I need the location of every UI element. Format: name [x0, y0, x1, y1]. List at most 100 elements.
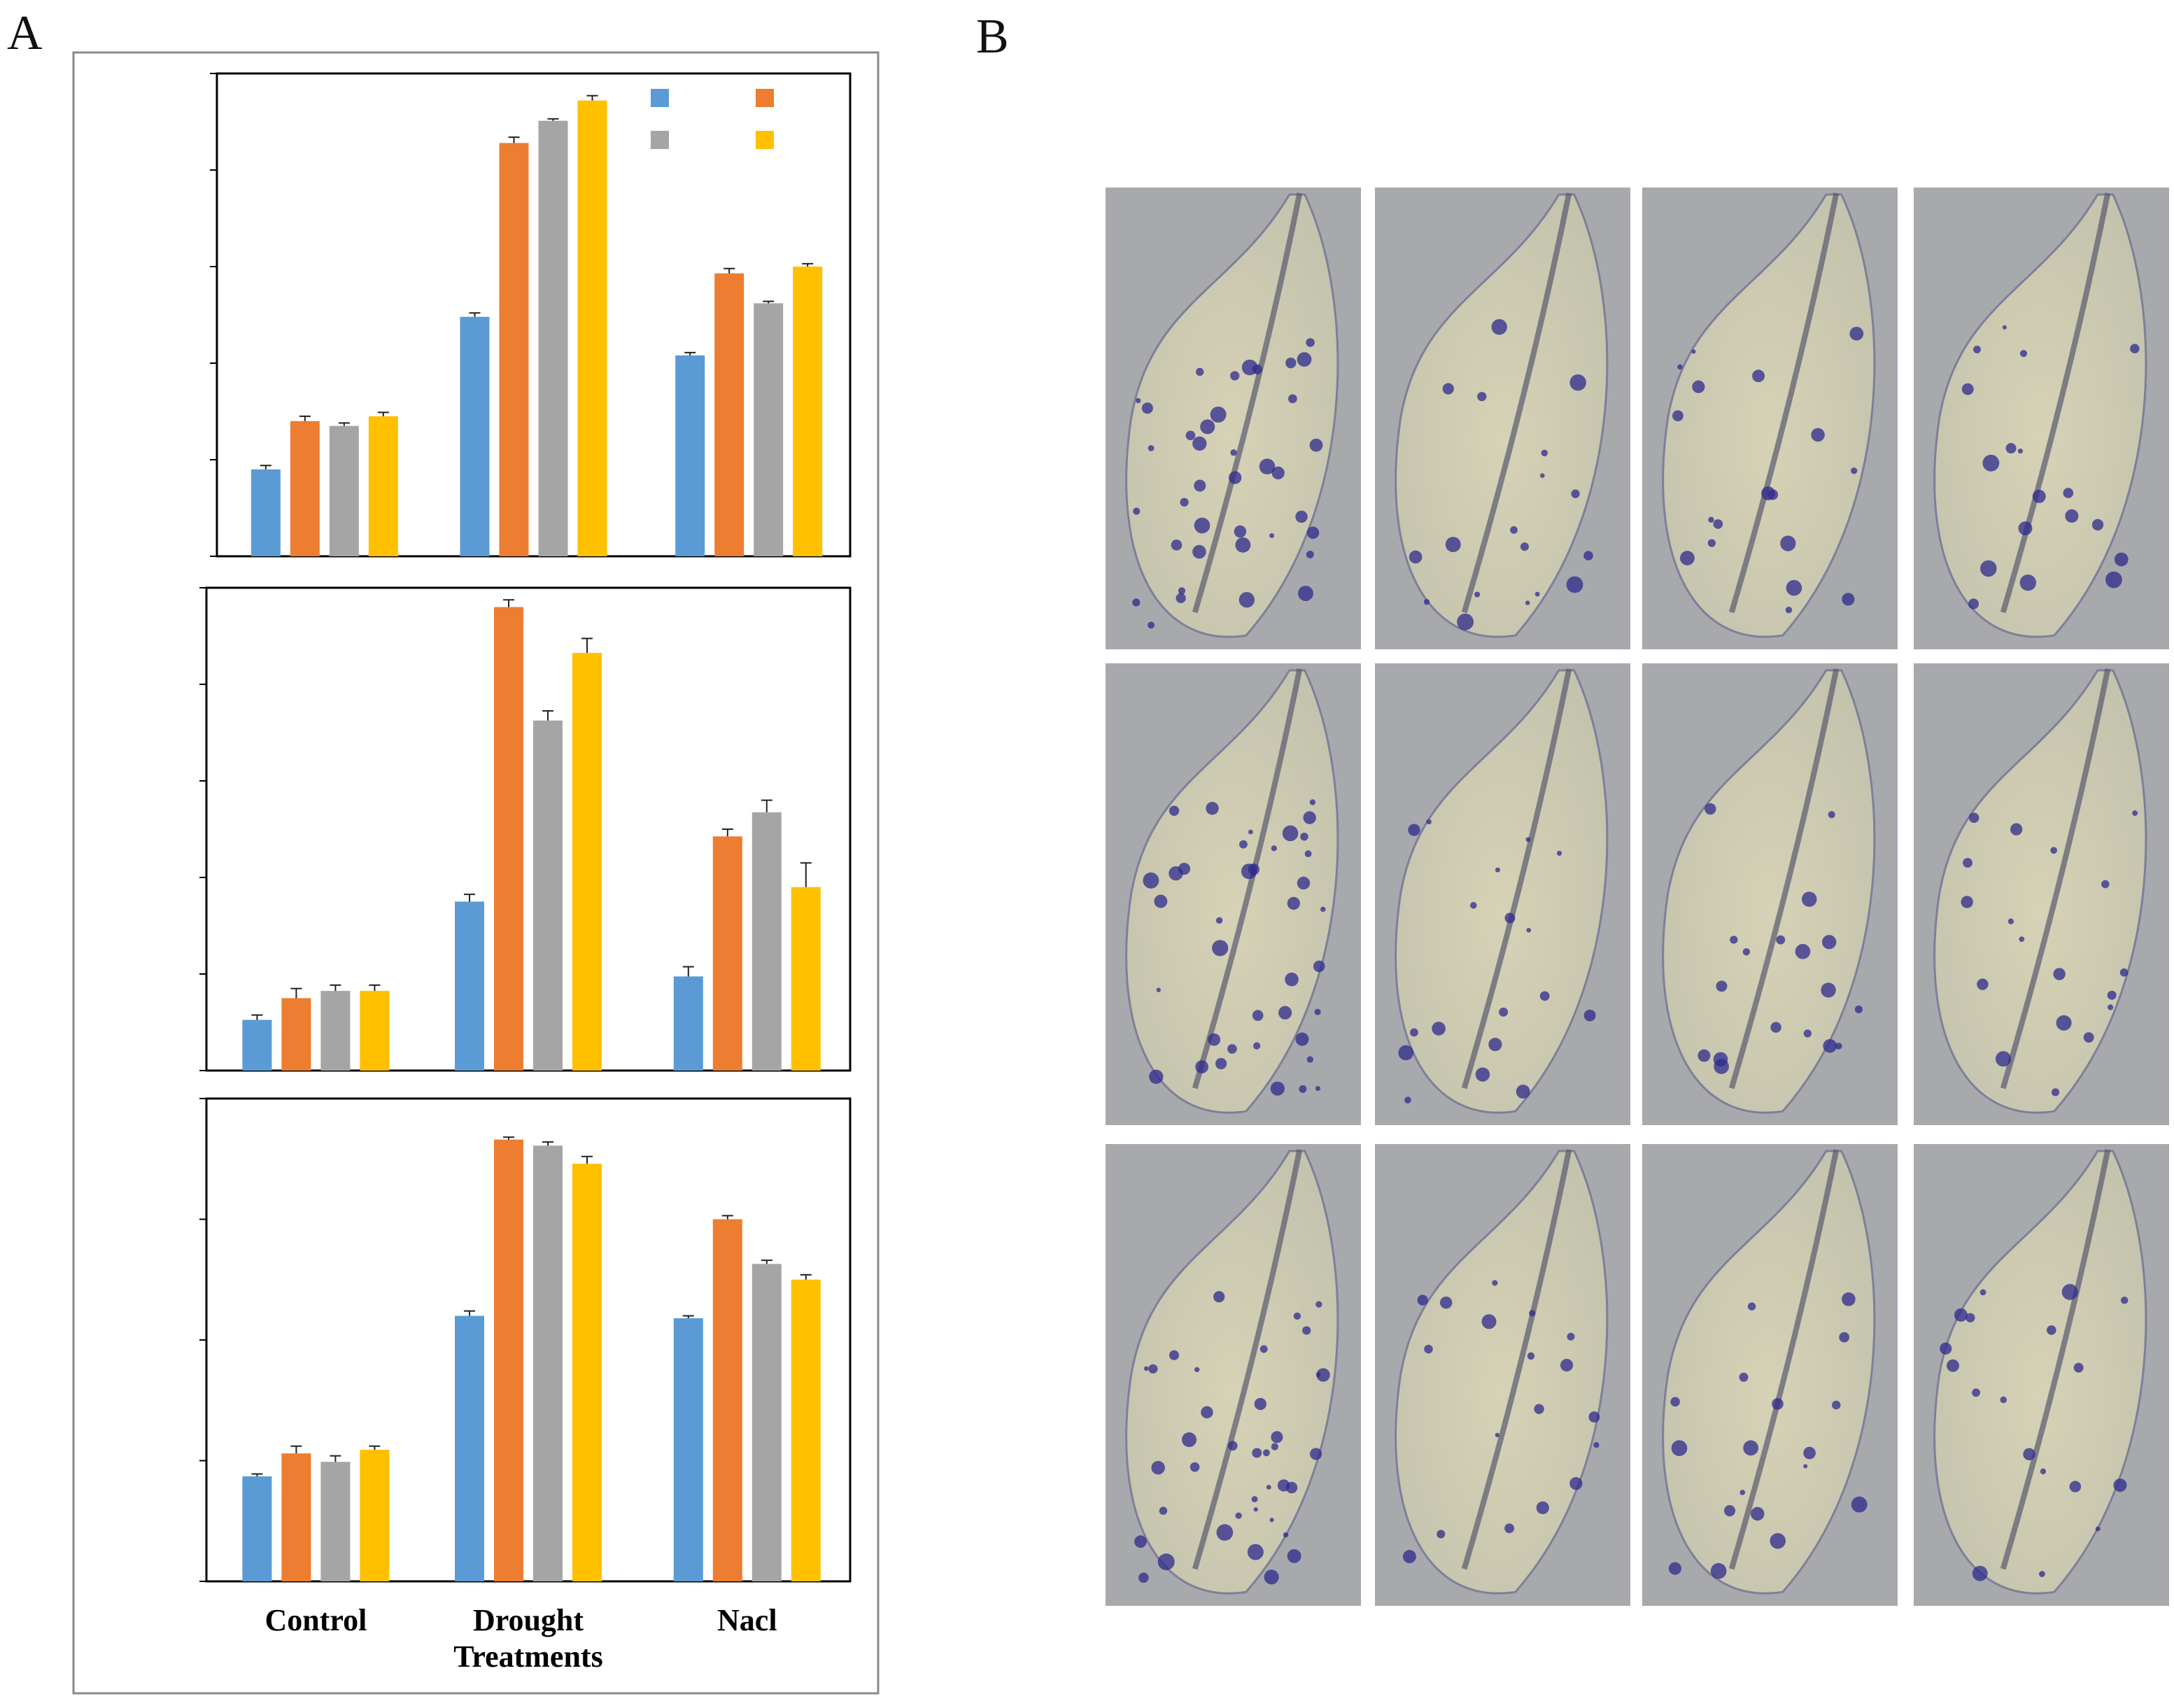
- stain-spot: [1239, 840, 1248, 849]
- stain-spot: [1750, 1506, 1765, 1521]
- stain-spot: [1439, 1296, 1453, 1309]
- stain-spot: [1304, 850, 1312, 858]
- leaf-photo: [1642, 188, 1898, 649]
- stain-spot: [2130, 344, 2140, 353]
- stain-spot: [1776, 935, 1786, 945]
- bar-l2: [538, 120, 568, 556]
- stain-spot: [1238, 592, 1255, 608]
- stain-spot: [1148, 445, 1155, 451]
- stain-spot: [1849, 326, 1864, 341]
- bar-l3: [360, 991, 390, 1071]
- leaf-photo: [1914, 188, 2169, 649]
- stain-spot: [1309, 799, 1316, 805]
- stain-spot: [1210, 407, 1227, 423]
- bar-l3: [577, 100, 607, 556]
- stain-spot: [1811, 428, 1825, 442]
- leaf: [1933, 1150, 2147, 1595]
- category-label: Drought: [473, 1603, 584, 1637]
- stain-spot: [1442, 383, 1454, 395]
- stain-spot: [1228, 471, 1242, 484]
- leaf: [1662, 669, 1876, 1114]
- legend-swatch-l1: [756, 89, 774, 107]
- stain-spot: [2000, 1396, 2007, 1404]
- stain-spot: [2105, 571, 2122, 588]
- stain-spot: [1526, 928, 1532, 933]
- stain-spot: [2032, 489, 2046, 503]
- stain-spot: [1823, 1038, 1837, 1053]
- stain-spot: [1534, 1404, 1544, 1414]
- bar-l2: [751, 812, 782, 1071]
- stain-spot: [1134, 1535, 1147, 1548]
- stain-spot: [1227, 1044, 1237, 1054]
- stain-spot: [1593, 1442, 1600, 1448]
- stain-spot: [1178, 863, 1191, 875]
- stain-spot: [1176, 593, 1186, 604]
- stain-spot: [1469, 902, 1477, 909]
- bar-wt: [455, 901, 484, 1071]
- bar-wt: [675, 355, 705, 556]
- bar-wt: [242, 1476, 272, 1581]
- stain-spot: [1516, 1085, 1530, 1099]
- stain-spot: [1854, 1005, 1863, 1014]
- stain-spot: [1499, 1007, 1509, 1017]
- stain-spot: [1297, 586, 1313, 602]
- stain-spot: [1269, 532, 1275, 538]
- stain-spot: [1133, 507, 1141, 515]
- bar-l3: [572, 653, 602, 1071]
- legend-swatch-l2: [651, 131, 669, 149]
- stain-spot: [1409, 550, 1423, 564]
- stain-spot: [1670, 1397, 1680, 1407]
- stain-spot: [1277, 1479, 1290, 1492]
- leaf-photo: [1375, 188, 1630, 649]
- leaf-midrib: [1192, 192, 1303, 614]
- legend-swatch-l3: [756, 131, 774, 149]
- stain-spot: [2114, 552, 2129, 567]
- stain-spot: [2002, 325, 2007, 330]
- leaf-midrib: [2000, 1149, 2111, 1570]
- stain-spot: [1672, 410, 1684, 422]
- plot-area: [205, 1097, 852, 1583]
- stain-spot: [1270, 1081, 1285, 1096]
- stain-spot: [1583, 1009, 1596, 1022]
- stain-spot: [2023, 1448, 2035, 1460]
- stain-spot: [1404, 1096, 1411, 1103]
- stain-spot: [1248, 863, 1259, 875]
- stain-spot: [1539, 991, 1550, 1001]
- stain-spot: [1271, 1443, 1278, 1451]
- leaf-photo: [1106, 188, 1361, 649]
- stain-spot: [1157, 1553, 1175, 1571]
- stain-spot: [1156, 987, 1161, 992]
- leaf-photo: [1914, 1144, 2169, 1606]
- stain-spot: [1539, 473, 1545, 479]
- stain-spot: [1262, 1449, 1270, 1457]
- stain-spot: [1481, 1314, 1497, 1329]
- stain-spot: [1293, 1312, 1301, 1320]
- stain-spot: [1235, 537, 1251, 553]
- stain-spot: [1527, 1352, 1535, 1360]
- stain-spot: [1248, 829, 1253, 835]
- stain-spot: [1266, 1485, 1271, 1490]
- stain-spot: [2121, 1297, 2129, 1304]
- stain-spot: [2119, 968, 2129, 977]
- stain-spot: [1739, 1490, 1746, 1495]
- stain-spot: [1822, 935, 1837, 950]
- stain-spot: [1306, 526, 1320, 539]
- stain-spot: [1972, 1388, 1981, 1397]
- stain-spot: [1213, 1291, 1225, 1303]
- stain-spot: [1259, 1345, 1268, 1353]
- stain-spot: [1185, 430, 1196, 441]
- stain-spot: [1201, 1406, 1213, 1419]
- stain-spot: [1252, 1448, 1262, 1458]
- stain-spot: [1821, 982, 1836, 998]
- stain-spot: [1995, 1051, 2012, 1067]
- stain-spot: [1510, 526, 1518, 534]
- stain-spot: [2132, 810, 2138, 816]
- stain-spot: [1786, 579, 1802, 596]
- stain-spot: [2017, 449, 2023, 454]
- stain-spot: [1954, 1308, 1968, 1322]
- stain-spot: [1269, 1518, 1274, 1523]
- stain-spot: [1141, 402, 1153, 414]
- stain-spot: [1423, 599, 1430, 605]
- stain-spot: [1571, 489, 1580, 498]
